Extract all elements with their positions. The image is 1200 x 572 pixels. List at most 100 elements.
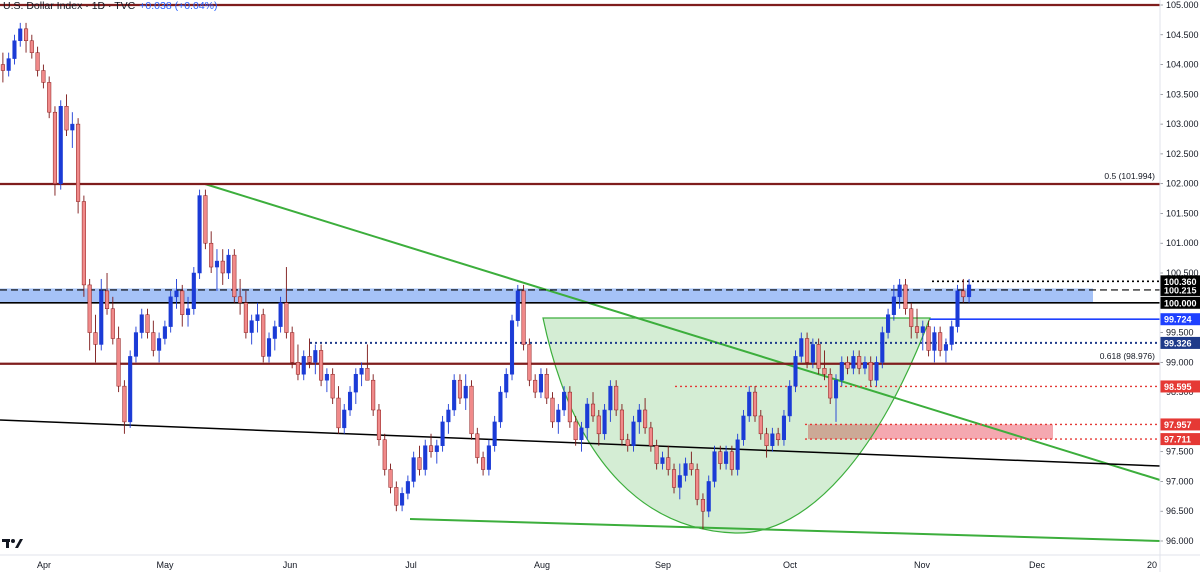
candle-body bbox=[174, 290, 179, 298]
candle-body bbox=[266, 338, 272, 357]
x-tick-label: Jul bbox=[405, 560, 417, 570]
time-axis bbox=[0, 555, 1200, 572]
candle-body bbox=[689, 463, 694, 470]
candle-body bbox=[359, 368, 364, 375]
candle-body bbox=[886, 314, 891, 333]
candle-body bbox=[428, 445, 434, 452]
candle-body bbox=[909, 308, 914, 327]
price-tag-bg bbox=[1160, 275, 1200, 288]
candle-body bbox=[6, 58, 11, 71]
candle-body bbox=[371, 379, 376, 411]
candle-body bbox=[648, 427, 653, 446]
x-tick-label: Aug bbox=[534, 560, 550, 570]
candle-body bbox=[284, 302, 289, 333]
candle-body bbox=[313, 350, 318, 363]
tradingview-logo-icon[interactable] bbox=[2, 537, 24, 549]
candle-body bbox=[631, 421, 636, 446]
candle-body bbox=[58, 105, 63, 184]
candle-body bbox=[52, 111, 58, 184]
candle-body bbox=[157, 338, 162, 351]
candle-body bbox=[851, 356, 856, 369]
candle-body bbox=[168, 296, 173, 327]
candle-body bbox=[18, 28, 23, 41]
y-tick-label: 104.000 bbox=[1166, 60, 1199, 70]
candle-body bbox=[469, 385, 474, 435]
candle-body bbox=[128, 356, 133, 423]
candle-body bbox=[423, 445, 428, 470]
candle-body bbox=[747, 391, 752, 417]
candle-body bbox=[700, 499, 705, 512]
candle-body bbox=[758, 415, 763, 435]
price-tag: 100.000 bbox=[1160, 296, 1200, 309]
price-tag: 100.360 bbox=[1160, 275, 1200, 288]
candle-body bbox=[614, 385, 619, 411]
price-tag: 99.326 bbox=[1160, 336, 1200, 349]
candle-body bbox=[463, 385, 468, 399]
candle-body bbox=[810, 344, 815, 363]
x-tick-label: Jun bbox=[283, 560, 298, 570]
y-tick-label: 104.500 bbox=[1166, 30, 1199, 40]
candle-body bbox=[533, 379, 538, 393]
price-tag-bg bbox=[1160, 296, 1200, 309]
x-tick-label: Nov bbox=[914, 560, 931, 570]
candle-body bbox=[961, 290, 966, 298]
level-annotation: 0.618 (98.976) bbox=[1100, 351, 1155, 361]
y-tick-label: 101.000 bbox=[1166, 238, 1199, 248]
candle-body bbox=[579, 427, 584, 441]
candle-body bbox=[232, 254, 237, 298]
candle-body bbox=[903, 284, 908, 309]
y-tick-label: 99.500 bbox=[1166, 328, 1194, 338]
symbol-title[interactable]: U.S. Dollar Index · 1D · TVC bbox=[3, 0, 136, 12]
candle-body bbox=[573, 421, 578, 441]
candle-body bbox=[562, 391, 567, 411]
candle-body bbox=[891, 296, 896, 315]
candle-body bbox=[729, 451, 734, 470]
candle-body bbox=[712, 451, 717, 482]
y-tick-label: 96.500 bbox=[1166, 506, 1194, 516]
candle-body bbox=[203, 195, 208, 244]
candle-body bbox=[920, 326, 925, 333]
candle-body bbox=[816, 344, 821, 369]
candle-body bbox=[955, 290, 960, 327]
candle-body bbox=[185, 308, 191, 315]
candle-body bbox=[180, 290, 185, 315]
candle-body bbox=[376, 409, 381, 441]
price-tag: 99.724 bbox=[1160, 313, 1200, 326]
candle-body bbox=[822, 368, 827, 375]
candle-body bbox=[625, 439, 630, 446]
candle-body bbox=[197, 195, 202, 274]
chart-header: U.S. Dollar Index · 1D · TVC +0.038 (+0.0… bbox=[3, 0, 218, 12]
candle-body bbox=[214, 260, 220, 268]
candle-body bbox=[492, 421, 497, 446]
candle-body bbox=[0, 64, 5, 71]
candle-body bbox=[255, 314, 260, 321]
candle-body bbox=[770, 433, 775, 446]
candle-body bbox=[243, 302, 248, 333]
candle-body bbox=[41, 70, 46, 83]
descending-trendline bbox=[204, 183, 1161, 481]
candle-body bbox=[116, 338, 121, 387]
candle-body bbox=[781, 415, 786, 441]
price-tag: 98.595 bbox=[1160, 380, 1200, 393]
y-tick-label: 99.000 bbox=[1166, 357, 1194, 367]
candle-body bbox=[874, 362, 879, 381]
support-trendline-black bbox=[0, 419, 1161, 467]
candle-body bbox=[76, 123, 81, 202]
candle-body bbox=[272, 326, 277, 339]
candle-body bbox=[382, 439, 387, 470]
x-tick-label: Apr bbox=[37, 560, 51, 570]
zones-layer bbox=[0, 288, 1093, 440]
candle-body bbox=[828, 373, 833, 399]
price-tag-label: 99.724 bbox=[1164, 315, 1192, 325]
candle-body bbox=[12, 40, 17, 59]
price-tag-label: 97.957 bbox=[1164, 420, 1192, 430]
candle-body bbox=[99, 290, 104, 345]
candle-body bbox=[191, 272, 196, 309]
price-tag-label: 100.360 bbox=[1164, 277, 1197, 287]
candle-body bbox=[544, 373, 549, 399]
price-tag-bg bbox=[1160, 418, 1200, 431]
candle-body bbox=[764, 433, 769, 446]
y-tick-label: 101.500 bbox=[1166, 208, 1199, 218]
y-tick-label: 96.000 bbox=[1166, 536, 1194, 546]
